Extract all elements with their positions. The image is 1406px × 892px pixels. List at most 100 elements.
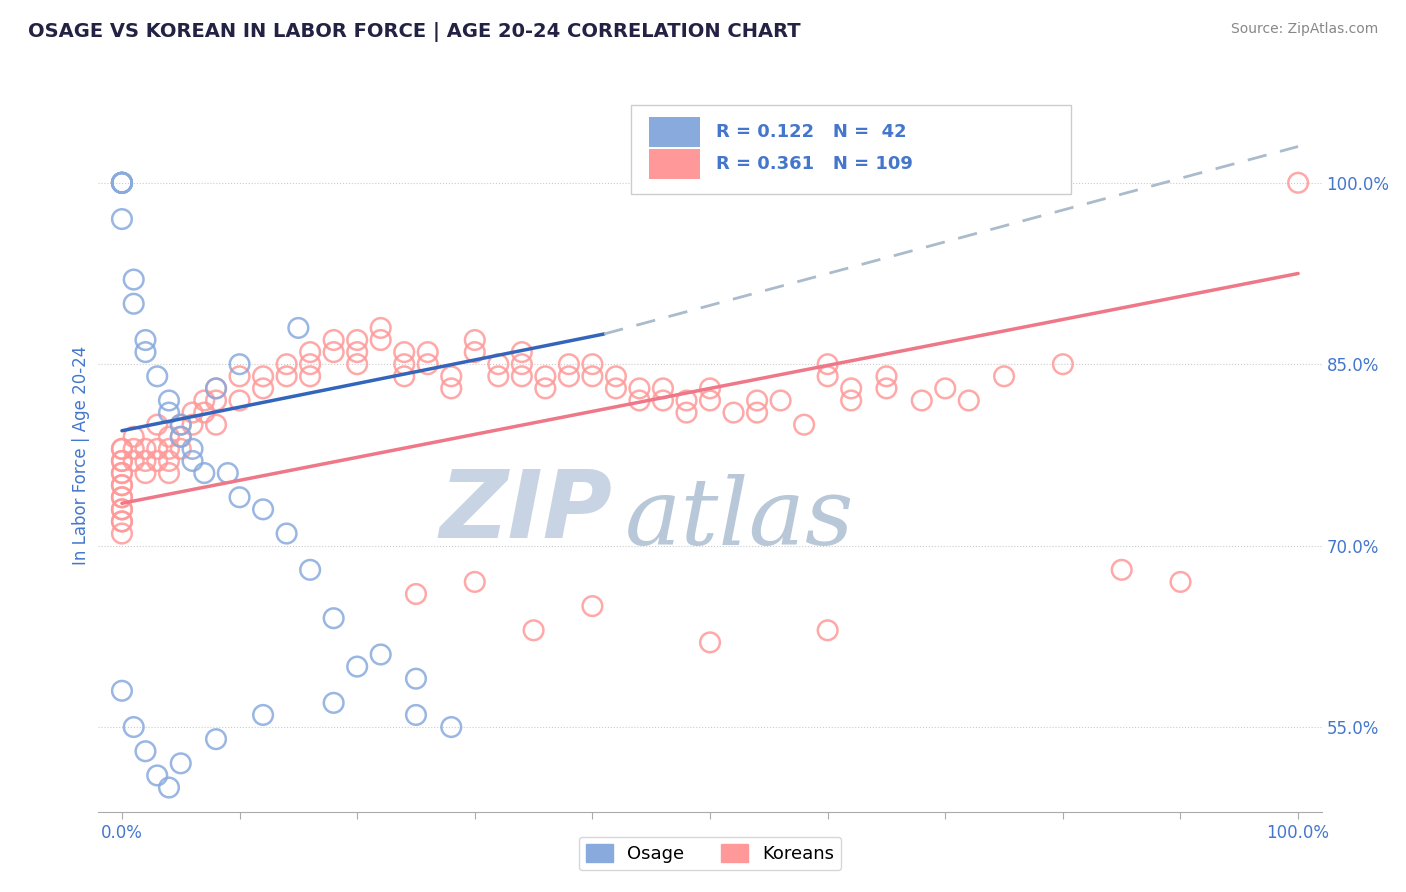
Point [205, 732, 228, 747]
Point [276, 526, 298, 541]
Point [193, 393, 215, 408]
Point [486, 369, 509, 384]
Point [322, 345, 344, 359]
Point [111, 442, 134, 456]
Point [111, 176, 134, 190]
Point [157, 430, 180, 444]
Point [134, 454, 156, 468]
Point [486, 357, 509, 371]
Point [793, 417, 815, 432]
Point [558, 369, 581, 384]
Point [370, 648, 392, 662]
Point [111, 490, 134, 504]
Point [817, 369, 839, 384]
Point [111, 176, 134, 190]
Point [228, 369, 250, 384]
Point [157, 393, 180, 408]
Point [534, 369, 557, 384]
Point [581, 369, 603, 384]
Point [111, 502, 134, 516]
Point [817, 624, 839, 638]
Point [464, 574, 486, 589]
Point [875, 381, 897, 395]
Point [205, 393, 228, 408]
Point [510, 369, 533, 384]
Point [122, 297, 145, 311]
Point [134, 466, 156, 480]
Point [875, 369, 897, 384]
Point [146, 442, 169, 456]
Point [534, 381, 557, 395]
Point [322, 696, 344, 710]
Point [111, 454, 134, 468]
Point [346, 357, 368, 371]
Point [111, 442, 134, 456]
Point [157, 454, 180, 468]
Point [1052, 357, 1074, 371]
Point [276, 357, 298, 371]
Point [346, 333, 368, 347]
Point [322, 611, 344, 625]
Point [134, 333, 156, 347]
Point [170, 417, 193, 432]
Point [581, 357, 603, 371]
Point [605, 369, 627, 384]
Point [1111, 563, 1133, 577]
Point [416, 357, 439, 371]
Point [111, 515, 134, 529]
Y-axis label: In Labor Force | Age 20-24: In Labor Force | Age 20-24 [72, 345, 90, 565]
Point [122, 720, 145, 734]
Point [745, 406, 768, 420]
Point [111, 212, 134, 227]
Point [464, 333, 486, 347]
Point [181, 406, 204, 420]
Point [170, 442, 193, 456]
Point [111, 683, 134, 698]
Point [370, 333, 392, 347]
Point [392, 369, 416, 384]
Point [581, 599, 603, 613]
Point [252, 708, 274, 723]
Point [464, 345, 486, 359]
Point [510, 357, 533, 371]
Point [122, 454, 145, 468]
Point [1170, 574, 1192, 589]
Text: Source: ZipAtlas.com: Source: ZipAtlas.com [1230, 22, 1378, 37]
Point [170, 756, 193, 771]
Point [817, 357, 839, 371]
Point [675, 393, 697, 408]
Point [346, 345, 368, 359]
Point [146, 417, 169, 432]
Text: ZIP: ZIP [439, 466, 612, 558]
Point [510, 345, 533, 359]
Point [392, 345, 416, 359]
Point [122, 272, 145, 286]
Point [558, 357, 581, 371]
Point [193, 466, 215, 480]
Point [440, 381, 463, 395]
Point [146, 454, 169, 468]
Point [628, 381, 651, 395]
Point [205, 381, 228, 395]
Point [111, 176, 134, 190]
Point [205, 381, 228, 395]
Point [157, 780, 180, 795]
Point [699, 635, 721, 649]
Point [111, 478, 134, 492]
Point [146, 369, 169, 384]
Point [134, 442, 156, 456]
Point [181, 442, 204, 456]
Point [628, 393, 651, 408]
Point [934, 381, 956, 395]
Legend: Osage, Koreans: Osage, Koreans [579, 837, 841, 871]
Point [276, 369, 298, 384]
Point [157, 406, 180, 420]
Point [111, 176, 134, 190]
Point [299, 369, 322, 384]
Point [252, 502, 274, 516]
Point [170, 417, 193, 432]
Point [157, 466, 180, 480]
Point [769, 393, 792, 408]
Point [111, 466, 134, 480]
Point [146, 768, 169, 782]
